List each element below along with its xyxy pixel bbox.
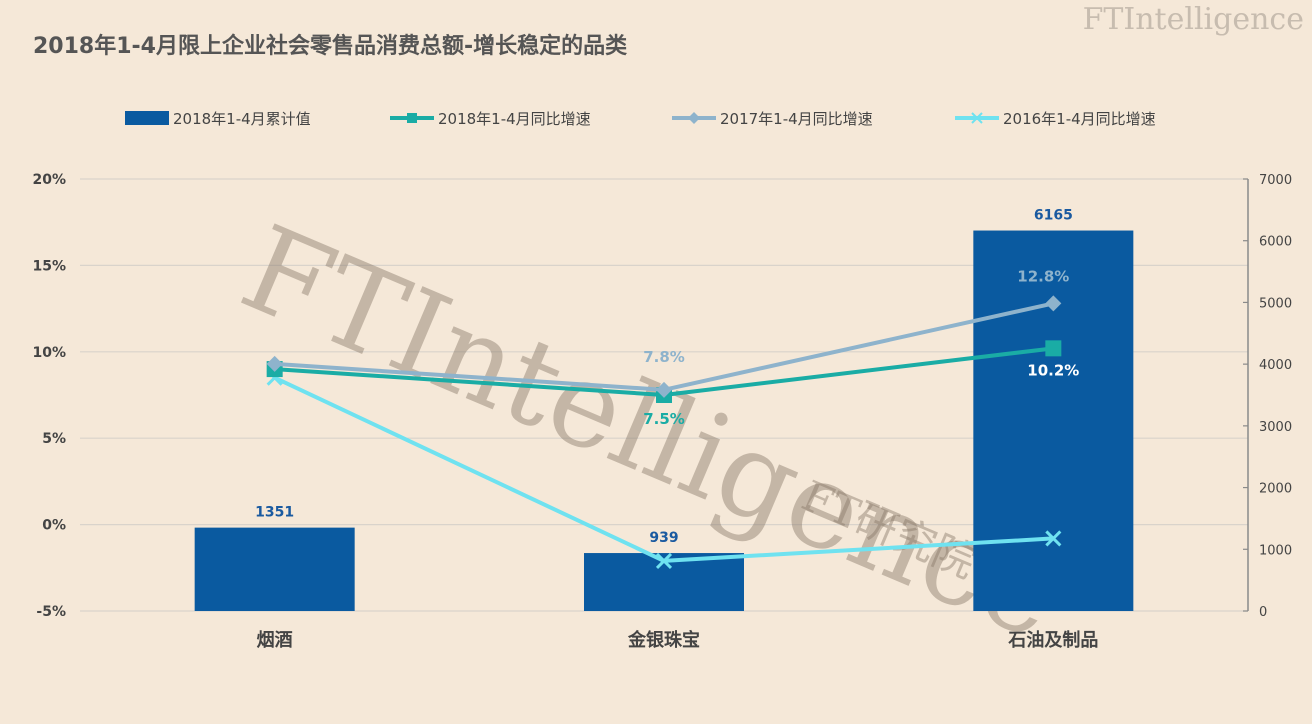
axis-layer: -5% 0% 5% 10% 15% 20% 0 1000 2000 3000 4000 5000 600… (32, 172, 1292, 651)
legend-swatch-bar (125, 111, 169, 125)
y-right-tick-label: 2000 (1259, 482, 1292, 497)
bar-2 (973, 230, 1134, 611)
marker-diamond (656, 381, 672, 398)
series-value-label: 12.8% (1017, 267, 1069, 285)
bar-layer: 1351 939 6165 (194, 208, 1134, 611)
y-right-tick-label: 6000 (1259, 235, 1292, 250)
bar-value-label: 1351 (255, 505, 294, 521)
series-value-label: 7.8% (643, 348, 685, 366)
y-right-tick-label: 4000 (1259, 358, 1292, 373)
legend-label: 2017年1-4月同比增速 (720, 110, 873, 128)
legend-marker-x (971, 112, 983, 124)
series-value-label: 10.2% (1027, 361, 1079, 379)
brand-logo: FTIntelligence (1082, 2, 1304, 37)
marker-x (655, 552, 673, 569)
category-label: 烟酒 (257, 629, 293, 651)
y-right-tick-label: 0 (1259, 605, 1267, 620)
marker-diamond (1045, 295, 1062, 312)
y-left-tick-label: -5% (36, 604, 66, 620)
legend-label: 2016年1-4月同比增速 (1003, 110, 1156, 128)
category-label: 金银珠宝 (627, 629, 700, 651)
y-left-tick-label: 0% (42, 518, 66, 534)
y-right-tick-label: 5000 (1259, 296, 1292, 311)
marker-square (1045, 340, 1062, 357)
bar-value-label: 939 (649, 530, 678, 546)
legend-marker-diamond (688, 112, 700, 124)
bar-0 (194, 527, 355, 611)
legend-label: 2018年1-4月同比增速 (438, 110, 591, 128)
category-label: 石油及制品 (1007, 629, 1098, 651)
chart-title: 2018年1-4月限上企业社会零售品消费总额-增长稳定的品类 (33, 34, 628, 59)
y-left-tick-label: 10% (32, 345, 66, 361)
marker-x (1045, 530, 1062, 547)
series-value-label: 7.5% (643, 410, 685, 428)
y-left-tick-label: 15% (32, 258, 66, 274)
y-left-tick-label: 20% (32, 172, 66, 188)
y-right-tick-label: 1000 (1259, 543, 1292, 558)
y-left-tick-label: 5% (42, 431, 66, 447)
marker-diamond (266, 355, 283, 372)
bar-value-label: 6165 (1034, 208, 1073, 224)
legend-marker-square (407, 113, 417, 123)
legend-label: 2018年1-4月累计值 (173, 110, 311, 128)
y-right-tick-label: 7000 (1259, 173, 1292, 188)
legend: 2018年1-4月累计值 2018年1-4月同比增速 2017年1-4月同比增速 20… (125, 110, 1156, 128)
y-right-tick-label: 3000 (1259, 420, 1292, 435)
line-layer: 7.5% 10.2% 7.8% 12.8% (266, 267, 1079, 569)
